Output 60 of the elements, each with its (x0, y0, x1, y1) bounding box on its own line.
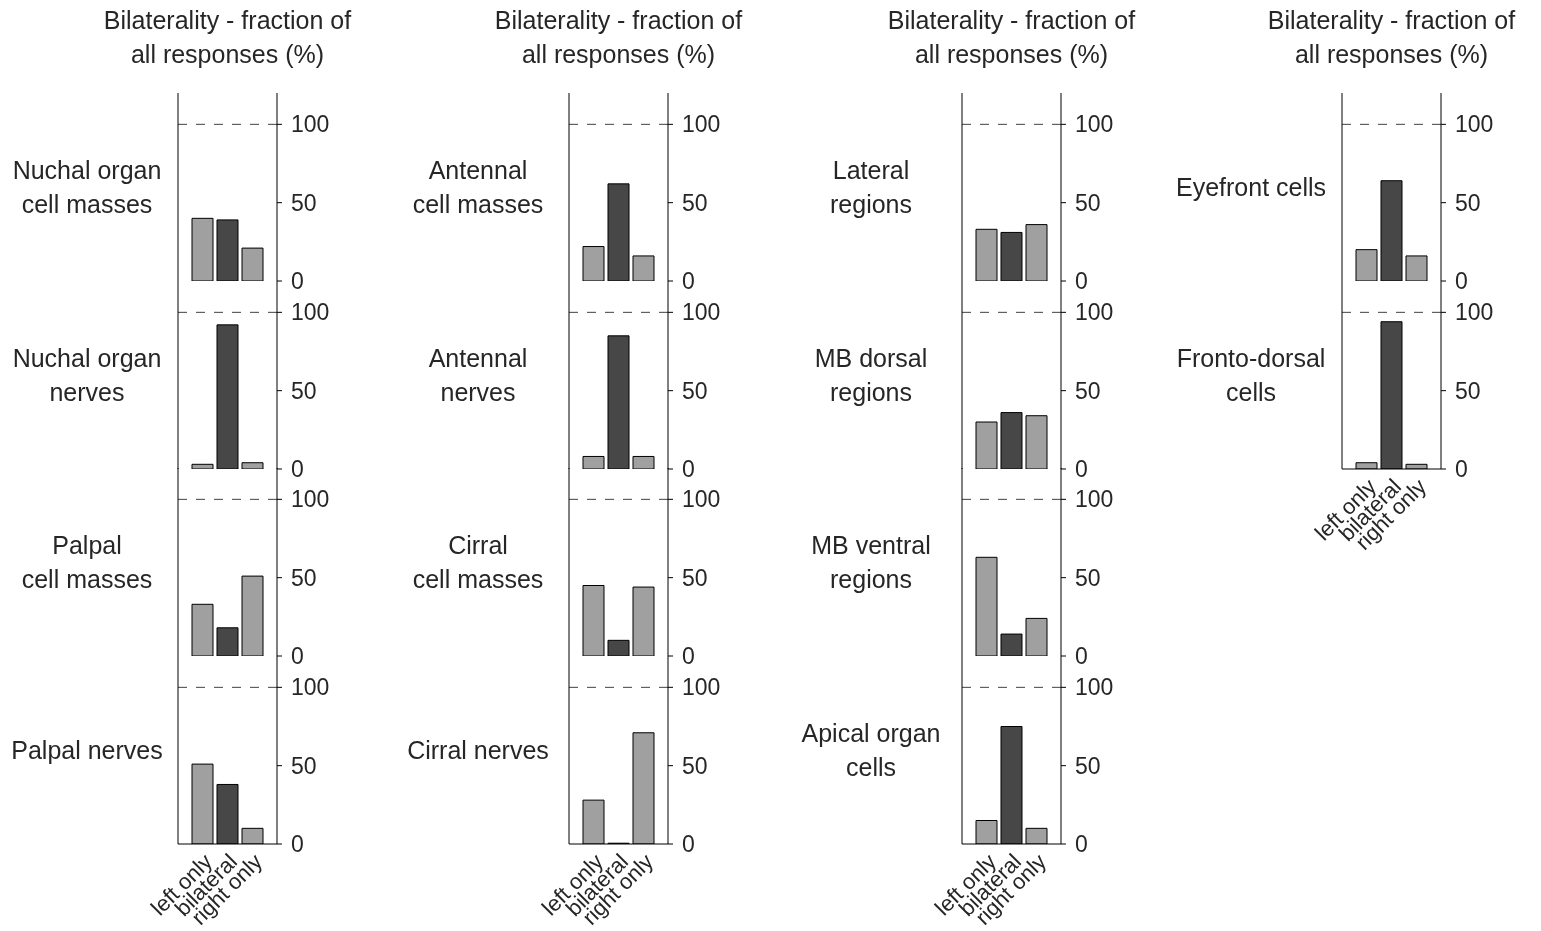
text: Fronto-dorsal cells (1176, 342, 1326, 408)
text: Apical organ cells (801, 717, 941, 783)
y-tick-label: 100 (1455, 111, 1494, 138)
y-axis-title: Bilaterality - fraction of all responses (%) (494, 5, 743, 70)
y-axis-title: Bilaterality - fraction of all responses (%) (103, 5, 352, 70)
text: Antennal cell masses (412, 155, 544, 220)
y-tick-label: 0 (1075, 268, 1088, 295)
y-tick-label: 100 (291, 299, 330, 325)
y-tick-label: 50 (291, 377, 317, 404)
y-tick-label: 0 (291, 455, 304, 482)
y-tick-label: 50 (682, 752, 708, 779)
y-tick-label: 100 (291, 486, 330, 513)
y-tick-label: 100 (682, 299, 721, 325)
y-tick-label: 100 (682, 486, 721, 513)
y-tick-label: 50 (291, 189, 317, 216)
y-tick-label: 0 (682, 643, 695, 670)
y-tick-label: 0 (291, 830, 304, 857)
y-tick-label: 0 (1455, 455, 1468, 482)
text: Palpal nerves (11, 734, 163, 766)
y-tick-label: 50 (1455, 377, 1481, 404)
text: Nuchal organ nerves (12, 342, 162, 408)
y-tick-label: 100 (291, 111, 330, 138)
y-tick-label: 100 (1075, 299, 1114, 325)
text: Nuchal organ cell masses (12, 155, 162, 220)
text: Cirral nerves (407, 734, 549, 766)
y-tick-label: 50 (1075, 752, 1101, 779)
y-tick-label: 50 (1075, 564, 1101, 591)
y-tick-label: 0 (682, 830, 695, 857)
text: MB dorsal regions (814, 342, 928, 408)
text: Cirral cell masses (412, 530, 544, 595)
text: Eyefront cells (1175, 172, 1327, 203)
text: Lateral regions (830, 155, 912, 220)
y-tick-label: 0 (1075, 643, 1088, 670)
y-tick-label: 0 (682, 455, 695, 482)
y-tick-label: 50 (1455, 189, 1481, 216)
y-tick-label: 0 (1075, 830, 1088, 857)
y-tick-label: 100 (682, 674, 721, 700)
y-tick-label: 50 (682, 564, 708, 591)
y-tick-label: 0 (291, 643, 304, 670)
y-tick-label: 50 (682, 377, 708, 404)
y-axis-title: Bilaterality - fraction of all responses (%) (1267, 5, 1516, 70)
y-tick-label: 100 (1075, 111, 1114, 138)
y-tick-label: 50 (1075, 377, 1101, 404)
text: Palpal cell masses (21, 530, 153, 595)
y-tick-label: 0 (291, 268, 304, 295)
y-tick-label: 100 (291, 674, 330, 700)
y-tick-label: 100 (1075, 674, 1114, 700)
y-tick-label: 0 (1455, 268, 1468, 295)
text: Antennal nerves (428, 342, 528, 408)
y-axis-title: Bilaterality - fraction of all responses (%) (887, 5, 1136, 70)
y-tick-label: 50 (291, 752, 317, 779)
text: MB ventral regions (811, 530, 931, 595)
y-tick-label: 50 (1075, 189, 1101, 216)
y-tick-label: 0 (1075, 455, 1088, 482)
y-tick-label: 100 (682, 111, 721, 138)
y-tick-label: 0 (682, 268, 695, 295)
y-tick-label: 50 (291, 564, 317, 591)
y-tick-label: 50 (682, 189, 708, 216)
y-tick-label: 100 (1455, 299, 1494, 325)
y-tick-label: 100 (1075, 486, 1114, 513)
